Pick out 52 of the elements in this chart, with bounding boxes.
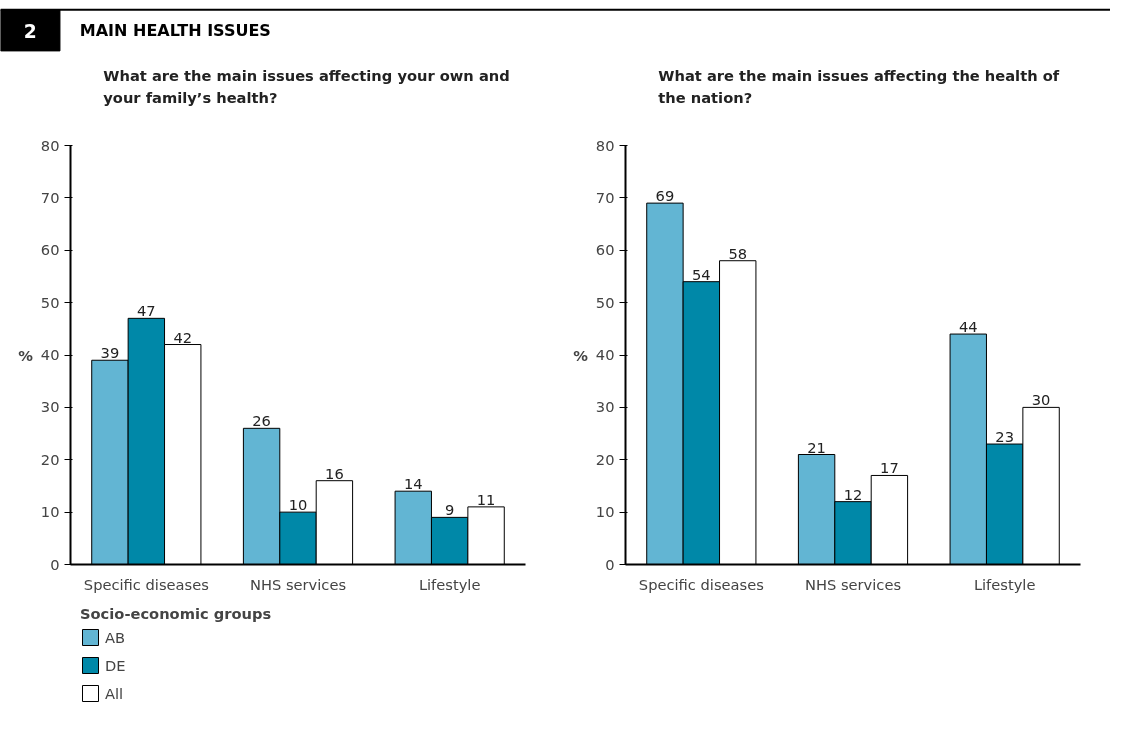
x-tick-label: Lifestyle bbox=[418, 575, 481, 593]
chart-title: What are the main issues affecting the health of the nation? bbox=[658, 67, 1060, 106]
x-tick-label: Specific diseases bbox=[638, 575, 764, 593]
data-label: 23 bbox=[995, 428, 1014, 446]
chart-title: What are the main issues affecting your own and your family’s health? bbox=[103, 67, 510, 106]
y-tick-label: 60 bbox=[40, 241, 60, 259]
data-label: 16 bbox=[325, 464, 344, 482]
x-tick-label: Specific diseases bbox=[83, 575, 209, 593]
legend-title: Socio-economic groups bbox=[80, 605, 272, 622]
y-tick-label: 20 bbox=[40, 450, 60, 468]
y-tick-label: 30 bbox=[595, 398, 615, 416]
text: MAIN HEALTH ISSUES bbox=[79, 21, 271, 41]
y-axis-title: % bbox=[573, 346, 589, 364]
y-tick-label: 0 bbox=[50, 555, 60, 573]
data-label: 47 bbox=[137, 302, 156, 320]
data-label: 21 bbox=[807, 438, 826, 456]
legend-label: DE bbox=[105, 656, 126, 674]
data-label: 14 bbox=[403, 475, 423, 493]
data-label: 54 bbox=[692, 265, 711, 283]
data-label: 12 bbox=[843, 485, 863, 503]
y-tick-label: 40 bbox=[40, 346, 60, 363]
data-label: 30 bbox=[1031, 391, 1051, 409]
data-label: 26 bbox=[252, 412, 271, 430]
data-label: 17 bbox=[880, 459, 899, 477]
y-tick-label: 50 bbox=[595, 293, 615, 311]
y-tick-label: 60 bbox=[595, 241, 615, 259]
y-tick-label: 30 bbox=[40, 398, 60, 416]
y-tick-label: 80 bbox=[595, 136, 615, 154]
y-tick-label: 10 bbox=[40, 503, 60, 521]
x-tick-label: NHS services bbox=[804, 575, 902, 593]
y-tick-label: 10 bbox=[595, 503, 615, 521]
y-tick-label: 40 bbox=[595, 346, 615, 363]
data-label: 9 bbox=[445, 501, 455, 519]
y-tick-label: 70 bbox=[40, 188, 60, 206]
data-label: 11 bbox=[476, 490, 496, 508]
text: 2 bbox=[23, 20, 37, 42]
data-label: 58 bbox=[728, 244, 748, 262]
y-tick-label: 0 bbox=[605, 555, 615, 573]
data-label: 42 bbox=[173, 328, 193, 346]
y-tick-label: 50 bbox=[40, 293, 60, 311]
legend-label: AB bbox=[105, 628, 126, 646]
data-label: 44 bbox=[958, 318, 978, 336]
data-label: 39 bbox=[100, 344, 120, 362]
x-tick-label: Lifestyle bbox=[973, 575, 1036, 593]
x-tick-label: NHS services bbox=[249, 575, 347, 593]
data-label: 10 bbox=[288, 496, 308, 514]
y-tick-label: 70 bbox=[595, 188, 615, 206]
legend-label: All bbox=[105, 684, 125, 702]
y-axis-title: % bbox=[18, 346, 34, 364]
y-tick-label: 80 bbox=[40, 136, 60, 154]
y-tick-label: 20 bbox=[595, 450, 615, 468]
data-label: 69 bbox=[655, 187, 675, 205]
